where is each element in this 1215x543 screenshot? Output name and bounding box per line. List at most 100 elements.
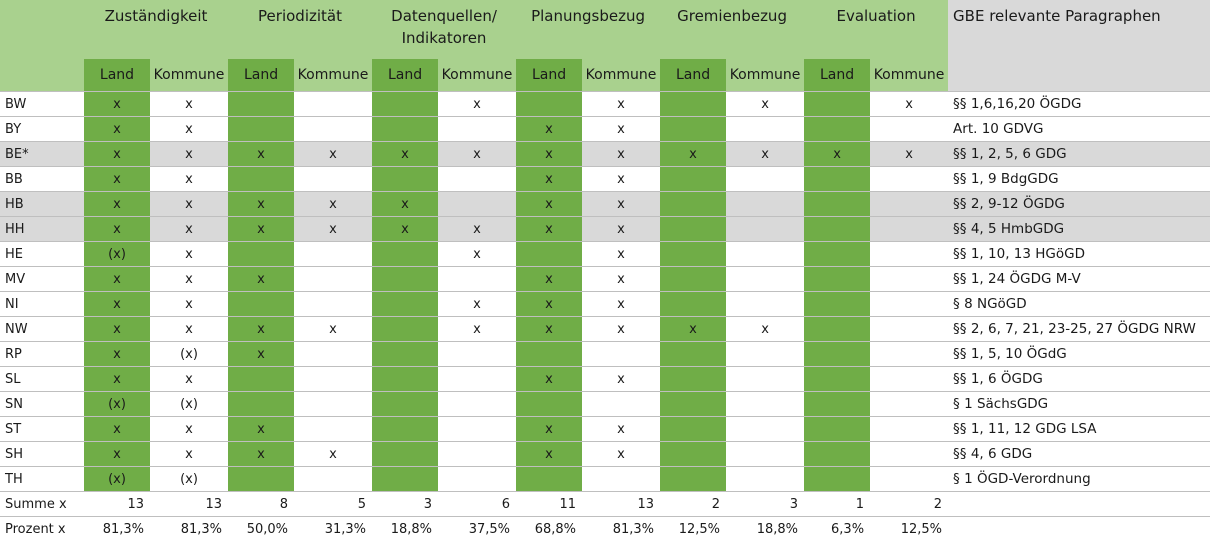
sum-row-value: 2: [870, 491, 949, 517]
subheader-kommune: Kommune: [582, 59, 661, 92]
kommune-cell: x: [582, 291, 661, 317]
kommune-cell: x: [438, 241, 517, 267]
sum-row-value: 3: [372, 491, 439, 517]
land-cell: [804, 241, 871, 267]
table-row: TH (x) (x) § 1 ÖGD-Verordnung: [0, 466, 1211, 492]
land-cell: [516, 341, 583, 367]
state-cell: NI: [0, 291, 84, 317]
kommune-cell: [870, 291, 949, 317]
state-cell: SH: [0, 441, 84, 467]
land-cell: [660, 241, 727, 267]
kommune-cell: [294, 116, 373, 142]
land-cell: [660, 291, 727, 317]
sum-row-value: 8: [228, 491, 295, 517]
kommune-cell: [870, 391, 949, 417]
subheader-kommune: Kommune: [438, 59, 517, 92]
land-cell: [516, 91, 583, 117]
land-cell: x: [228, 216, 295, 242]
subheader-kommune: Kommune: [294, 59, 373, 92]
gbe-header: GBE relevante Paragraphen: [948, 0, 1211, 92]
land-cell: [804, 441, 871, 467]
paragraph-cell: §§ 2, 9-12 ÖGDG: [948, 191, 1211, 217]
sum-row-label: Summe x: [0, 491, 84, 517]
kommune-cell: [438, 266, 517, 292]
land-cell: x: [516, 291, 583, 317]
kommune-cell: [582, 341, 661, 367]
land-cell: [804, 166, 871, 192]
land-cell: x: [516, 141, 583, 167]
percent-row-value: 12,5%: [870, 516, 949, 541]
kommune-cell: [726, 216, 805, 242]
state-cell: HB: [0, 191, 84, 217]
percent-row-value: 81,3%: [582, 516, 661, 541]
group-header-text: Datenquellen/ Indikatoren: [391, 7, 497, 47]
percent-row-value: 12,5%: [660, 516, 727, 541]
kommune-cell: x: [582, 116, 661, 142]
percent-row-value: 31,3%: [294, 516, 373, 541]
kommune-cell: [438, 416, 517, 442]
land-cell: [660, 366, 727, 392]
kommune-cell: x: [582, 416, 661, 442]
sum-row-value: 1: [804, 491, 871, 517]
header-group-row: Zuständigkeit Periodizität Datenquellen/…: [0, 0, 1211, 92]
kommune-cell: [726, 341, 805, 367]
table-row: MV x x x x x §§ 1, 24 ÖGDG M-V: [0, 266, 1211, 292]
land-cell: [228, 366, 295, 392]
land-cell: x: [228, 266, 295, 292]
state-cell: SL: [0, 366, 84, 392]
kommune-cell: [438, 391, 517, 417]
subheader-kommune: Kommune: [870, 59, 949, 92]
kommune-cell: x: [438, 141, 517, 167]
paragraph-cell: §§ 1, 2, 5, 6 GDG: [948, 141, 1211, 167]
land-cell: [516, 241, 583, 267]
land-cell: x: [804, 141, 871, 167]
land-cell: [804, 291, 871, 317]
land-cell: [660, 266, 727, 292]
paragraph-cell: Art. 10 GDVG: [948, 116, 1211, 142]
sum-row-empty: [948, 491, 1211, 517]
state-cell: ST: [0, 416, 84, 442]
kommune-cell: x: [582, 141, 661, 167]
paragraph-cell: §§ 1, 10, 13 HGöGD: [948, 241, 1211, 267]
kommune-cell: x: [582, 316, 661, 342]
kommune-cell: [870, 191, 949, 217]
kommune-cell: x: [150, 216, 229, 242]
kommune-cell: [870, 366, 949, 392]
land-cell: [372, 241, 439, 267]
paragraph-cell: §§ 1, 5, 10 ÖGdG: [948, 341, 1211, 367]
land-cell: [372, 341, 439, 367]
land-cell: [660, 191, 727, 217]
state-cell: BE*: [0, 141, 84, 167]
kommune-cell: x: [726, 316, 805, 342]
land-cell: x: [84, 291, 150, 317]
land-cell: [228, 241, 295, 267]
kommune-cell: [870, 266, 949, 292]
kommune-cell: x: [150, 166, 229, 192]
kommune-cell: x: [582, 166, 661, 192]
land-cell: [804, 466, 871, 492]
land-cell: [804, 341, 871, 367]
paragraph-cell: §§ 1, 11, 12 GDG LSA: [948, 416, 1211, 442]
kommune-cell: x: [150, 291, 229, 317]
land-cell: [804, 116, 871, 142]
land-cell: x: [228, 141, 295, 167]
state-cell: SN: [0, 391, 84, 417]
land-cell: x: [84, 116, 150, 142]
land-cell: [372, 391, 439, 417]
kommune-cell: x: [438, 216, 517, 242]
kommune-cell: x: [582, 191, 661, 217]
land-cell: [516, 391, 583, 417]
kommune-cell: [726, 416, 805, 442]
land-cell: x: [516, 116, 583, 142]
kommune-cell: [582, 466, 661, 492]
land-cell: [228, 291, 295, 317]
state-cell: HE: [0, 241, 84, 267]
paragraph-cell: §§ 1, 24 ÖGDG M-V: [948, 266, 1211, 292]
kommune-cell: x: [294, 216, 373, 242]
group-header: Evaluation: [804, 0, 949, 59]
kommune-cell: x: [726, 91, 805, 117]
kommune-cell: [726, 116, 805, 142]
kommune-cell: [870, 416, 949, 442]
kommune-cell: [870, 216, 949, 242]
